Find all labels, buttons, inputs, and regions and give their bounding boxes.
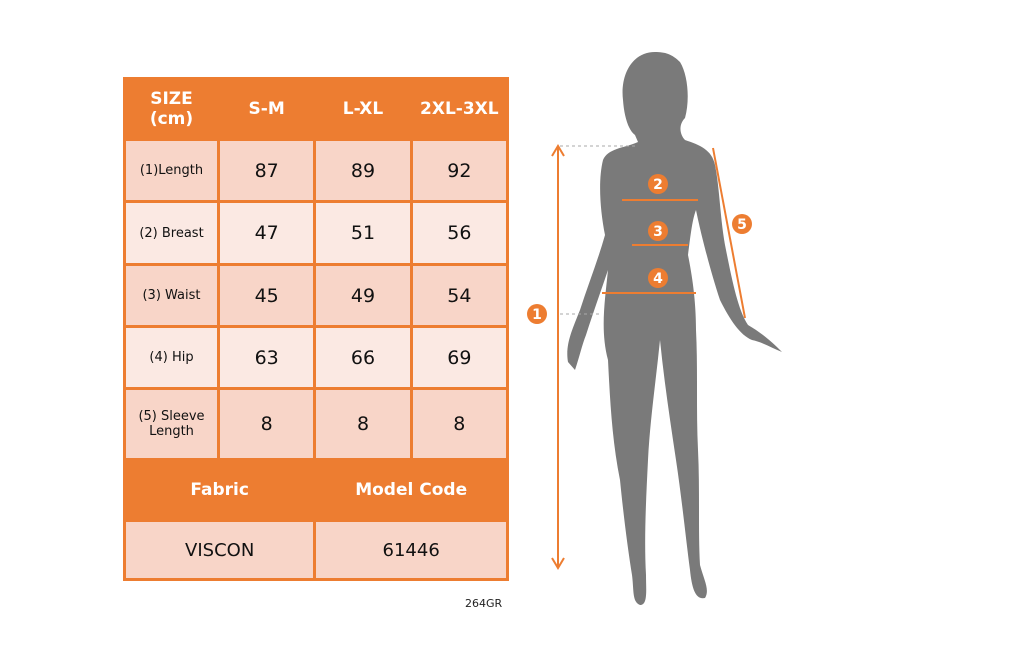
body-measurement-figure: 1 2 3 4 5: [527, 52, 782, 605]
cell: 87: [216, 138, 317, 203]
row-label: (1)Length: [123, 138, 220, 203]
size-header-cell: SIZE (cm): [123, 77, 220, 141]
fabric-header: Fabric: [122, 458, 317, 522]
row-label: (3) Waist: [123, 263, 220, 328]
measurement-lines: [551, 144, 746, 570]
cell: 92: [409, 138, 510, 203]
label-line: (5) Sleeve: [138, 409, 205, 424]
table-row: (1)Length 87 89 92: [123, 138, 510, 203]
cell: 45: [216, 263, 317, 328]
fabric-value: VISCON: [122, 519, 317, 581]
marker-label: 3: [653, 224, 663, 240]
size-label: SIZE: [150, 89, 193, 109]
cell: 51: [313, 200, 413, 266]
cell: 89: [313, 138, 413, 203]
row-label: (5) Sleeve Length: [123, 387, 220, 461]
table-row: (5) Sleeve Length 8 8 8: [123, 387, 510, 461]
table-row: (4) Hip 63 66 69: [123, 325, 510, 390]
cell: 8: [216, 387, 317, 461]
marker-label: 1: [532, 307, 542, 323]
size-col-l-xl: L-XL: [313, 77, 413, 141]
size-col-s-m: S-M: [216, 77, 317, 141]
unit-label: (cm): [149, 109, 194, 129]
cell: 54: [409, 263, 510, 328]
size-chart-table: SIZE (cm) S-M L-XL 2XL-3XL (1)Length 87 8…: [122, 77, 510, 581]
marker-2: [648, 174, 668, 194]
size-header-row: SIZE (cm) S-M L-XL 2XL-3XL: [123, 77, 510, 141]
model-code-value: 61446: [313, 519, 509, 581]
cell: 8: [409, 387, 510, 461]
marker-5: [732, 214, 752, 234]
row-label: (4) Hip: [123, 325, 220, 390]
woman-silhouette: [567, 52, 782, 605]
marker-circles: [527, 174, 752, 324]
model-code-header: Model Code: [313, 458, 509, 522]
cell: 8: [313, 387, 413, 461]
marker-label: 5: [737, 217, 747, 233]
table-row: (2) Breast 47 51 56: [123, 200, 510, 266]
marker-3: [648, 221, 668, 241]
marker-1: [527, 304, 547, 324]
size-col-2xl-3xl: 2XL-3XL: [409, 77, 510, 141]
product-code: 264GR: [465, 597, 503, 610]
marker-label: 2: [653, 177, 663, 193]
fabric-header-row: Fabric Model Code: [122, 458, 509, 522]
cell: 63: [216, 325, 317, 390]
sleeve-arrow: [712, 147, 746, 319]
cell: 47: [216, 200, 317, 266]
table-row: (3) Waist 45 49 54: [123, 263, 510, 328]
marker-label: 4: [653, 271, 663, 287]
label-line: Length: [149, 424, 194, 439]
marker-4: [648, 268, 668, 288]
cell: 49: [313, 263, 413, 328]
guide-lines: [560, 145, 638, 315]
cell: 69: [409, 325, 510, 390]
row-label: (2) Breast: [123, 200, 220, 266]
fabric-row: VISCON 61446: [122, 519, 509, 581]
cell: 56: [409, 200, 510, 266]
cell: 66: [313, 325, 413, 390]
